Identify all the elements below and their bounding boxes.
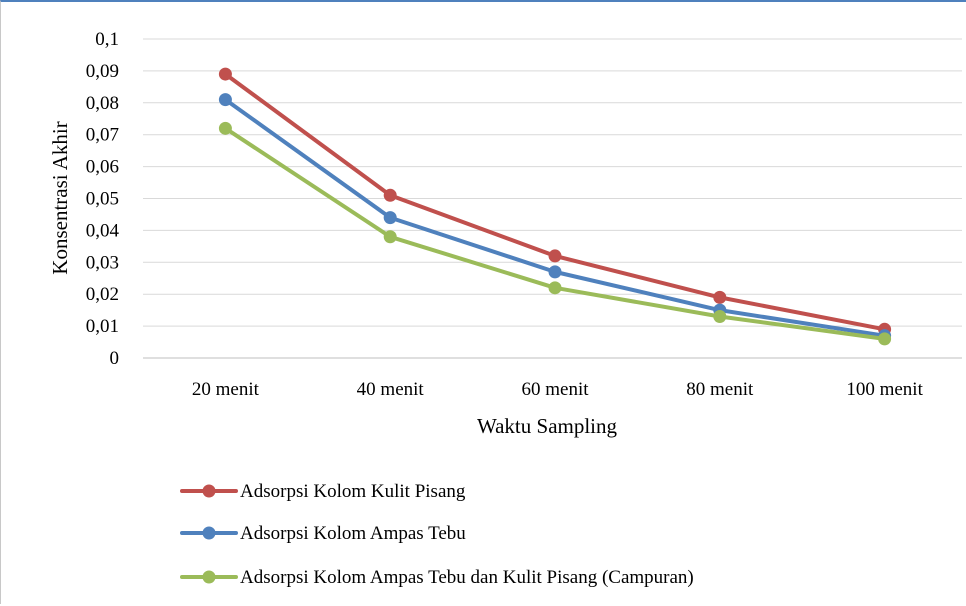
- y-tick-label: 0,06: [86, 157, 119, 178]
- data-point: [383, 188, 397, 202]
- legend-marker: [202, 526, 216, 540]
- legend-label: Adsorpsi Kolom Ampas Tebu: [240, 523, 466, 544]
- data-point: [713, 310, 727, 324]
- x-tick-label: 60 menit: [521, 379, 589, 400]
- x-axis-title: Waktu Sampling: [477, 414, 618, 438]
- y-tick-label: 0,07: [86, 125, 119, 146]
- data-point: [218, 93, 232, 107]
- legend-label: Adsorpsi Kolom Ampas Tebu dan Kulit Pisa…: [240, 567, 694, 588]
- data-point: [218, 67, 232, 81]
- y-tick-label: 0,02: [86, 284, 119, 305]
- y-tick-label: 0,05: [86, 189, 119, 210]
- legend-marker: [202, 570, 216, 584]
- y-tick-label: 0,04: [86, 220, 120, 241]
- x-tick-label: 80 menit: [686, 379, 754, 400]
- data-point: [548, 265, 562, 279]
- data-point: [548, 249, 562, 263]
- data-point: [878, 332, 892, 346]
- y-tick-label: 0: [110, 348, 120, 369]
- y-tick-label: 0,1: [95, 29, 119, 50]
- data-point: [548, 281, 562, 295]
- data-point: [713, 290, 727, 304]
- data-point: [383, 211, 397, 225]
- legend-marker: [202, 484, 216, 498]
- x-tick-label: 100 menit: [846, 379, 923, 400]
- y-tick-label: 0,09: [86, 61, 119, 82]
- x-tick-label: 20 menit: [192, 379, 260, 400]
- x-tick-label: 40 menit: [357, 379, 425, 400]
- legend-label: Adsorpsi Kolom Kulit Pisang: [240, 481, 466, 502]
- y-tick-label: 0,01: [86, 316, 119, 337]
- y-tick-label: 0,03: [86, 252, 119, 273]
- y-tick-label: 0,08: [86, 93, 119, 114]
- y-axis-title: Konsentrasi Akhir: [48, 121, 72, 274]
- data-point: [218, 121, 232, 135]
- series-line: [223, 126, 887, 341]
- data-point: [383, 230, 397, 244]
